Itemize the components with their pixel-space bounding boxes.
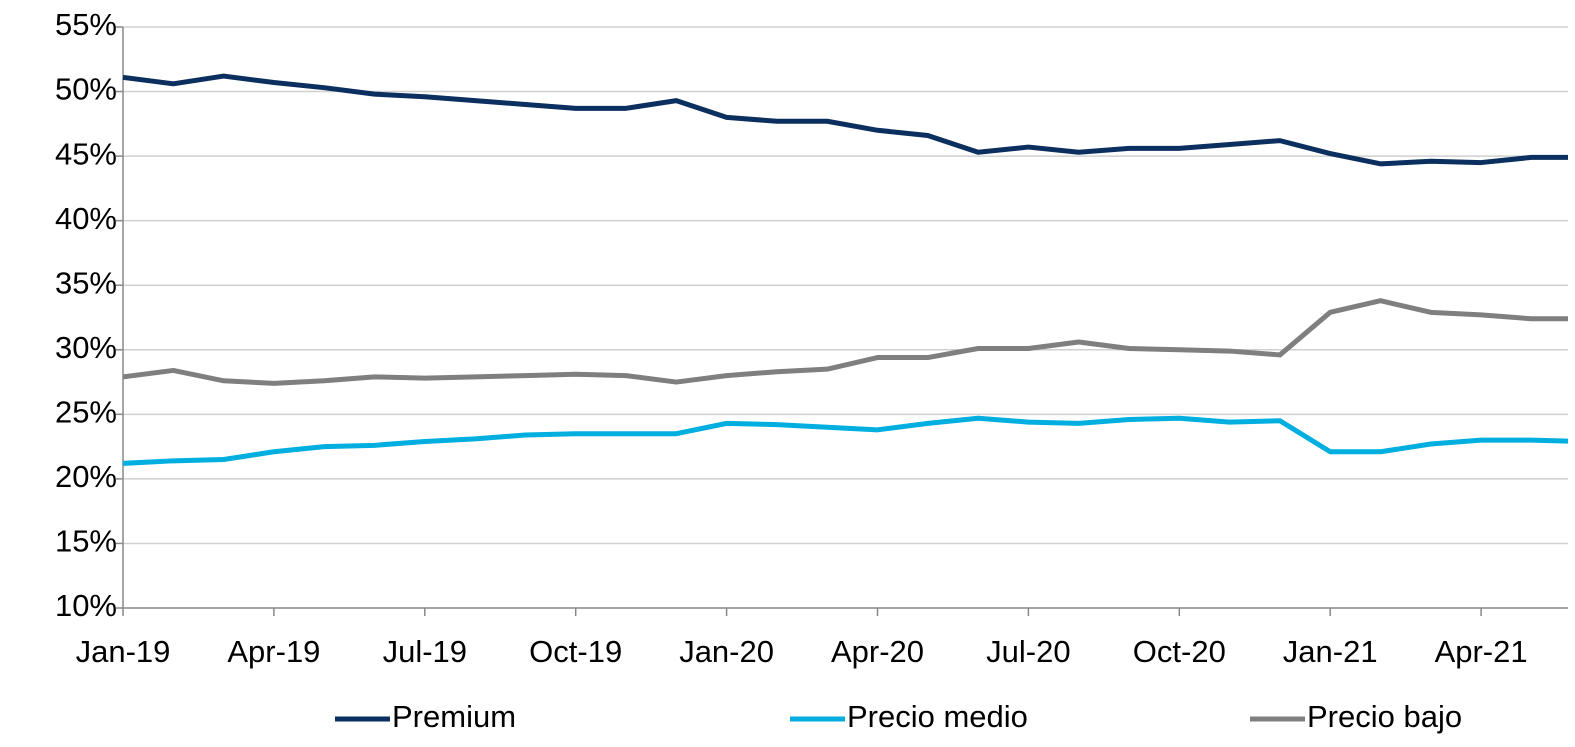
x-tick-label: Apr-19 <box>227 634 320 669</box>
x-tick-label: Apr-20 <box>831 634 924 669</box>
y-tick-label: 20% <box>55 459 117 494</box>
x-tick-label: Oct-20 <box>1133 634 1226 669</box>
y-tick-label: 35% <box>55 265 117 300</box>
x-tick-label: Jul-20 <box>986 634 1070 669</box>
y-tick-label: 55% <box>55 7 117 42</box>
y-tick-label: 40% <box>55 201 117 236</box>
line-series <box>122 73 1568 167</box>
x-tick-label: Oct-19 <box>529 634 622 669</box>
y-tick-label: 15% <box>55 524 117 559</box>
x-tick-label: Jan-21 <box>1283 634 1378 669</box>
x-tick-label: Jul-19 <box>383 634 467 669</box>
x-tick-label: Jan-19 <box>76 634 171 669</box>
line-series <box>122 415 1568 466</box>
y-tick-label: 30% <box>55 330 117 365</box>
y-tick-label: 50% <box>55 72 117 107</box>
legend-label: Precio medio <box>847 699 1028 734</box>
x-tick-label: Jan-20 <box>679 634 774 669</box>
plot-area <box>122 73 1568 466</box>
legend-label: Precio bajo <box>1307 699 1462 734</box>
line-series <box>122 298 1568 386</box>
legend-label: Premium <box>392 699 516 734</box>
y-tick-label: 25% <box>55 395 117 430</box>
y-tick-label: 45% <box>55 136 117 171</box>
x-tick-label: Apr-21 <box>1435 634 1528 669</box>
y-tick-label: 10% <box>55 588 117 623</box>
